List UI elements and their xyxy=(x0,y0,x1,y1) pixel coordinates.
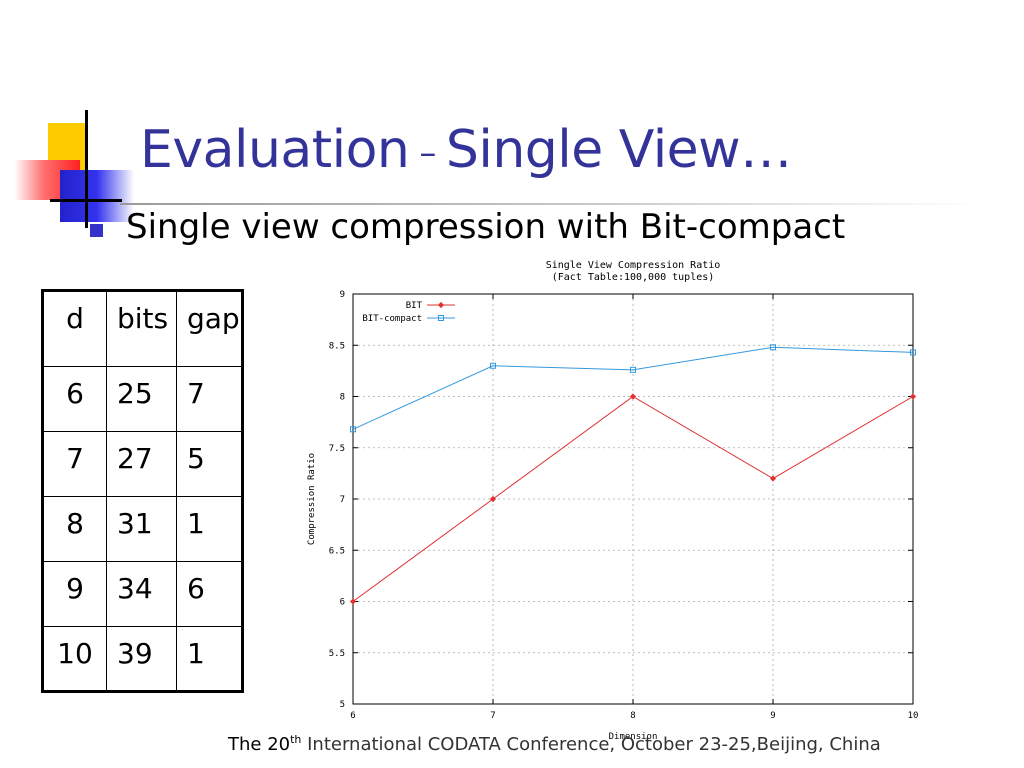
chart-legend: BIT BIT-compact xyxy=(362,301,455,324)
series-line-bit-compact xyxy=(352,346,914,430)
x-axis-label: Dimension xyxy=(609,732,658,742)
y-tick-label: 9 xyxy=(340,290,345,300)
y-tick-label: 8.5 xyxy=(329,341,345,351)
y-tick-label: 7.5 xyxy=(329,444,345,454)
table-row: 10 39 1 xyxy=(42,626,243,692)
table-row: 9 34 6 xyxy=(42,561,243,627)
data-point-bit xyxy=(349,598,357,605)
compression-ratio-chart: Single View Compression Ratio (Fact Tabl… xyxy=(307,260,918,742)
y-axis-label: Compression Ratio xyxy=(307,453,317,545)
table-cell: 34 xyxy=(106,561,177,627)
legend-marker xyxy=(437,301,445,309)
table-cell: 9 xyxy=(42,561,107,627)
data-point-bit-compact xyxy=(770,344,776,351)
table-cell: 5 xyxy=(176,431,243,497)
logo-vertical-line xyxy=(85,110,88,228)
title-main: Evaluation xyxy=(140,120,410,180)
y-tick-labels: 5 5.5 6 6.5 7 7.5 8 8.5 9 xyxy=(329,290,913,710)
table-header-cell: bits xyxy=(106,290,177,367)
table-header-cell: d xyxy=(42,290,107,367)
data-point-bit-compact xyxy=(910,349,916,356)
data-point-bit-compact xyxy=(630,366,636,373)
table-cell: 6 xyxy=(42,366,107,432)
chart-subtitle: (Fact Table:100,000 tuples) xyxy=(552,272,715,283)
table-row: 8 31 1 xyxy=(42,496,243,562)
legend-label: BIT xyxy=(406,301,423,311)
x-tick-label: 7 xyxy=(490,711,495,721)
y-tick-label: 6 xyxy=(340,598,345,608)
table-cell: 7 xyxy=(42,431,107,497)
table-cell: 39 xyxy=(106,626,177,692)
data-point-bit-compact xyxy=(490,362,496,369)
table-cell: 1 xyxy=(176,626,243,692)
table-cell: 27 xyxy=(106,431,177,497)
chart-title: Single View Compression Ratio xyxy=(546,260,721,271)
x-tick-label: 10 xyxy=(908,711,919,721)
table-header-row: d bits gap xyxy=(42,290,243,367)
data-point-bit xyxy=(909,393,917,400)
y-tick-label: 8 xyxy=(340,393,345,403)
title-dash: – xyxy=(419,133,436,173)
footer-text: The 20th International CODATA Conference… xyxy=(228,733,881,755)
y-tick-label: 7 xyxy=(340,495,345,505)
data-point-bit xyxy=(769,475,777,482)
grid-layer xyxy=(353,294,913,704)
bits-table: d bits gap 6 25 7 7 27 5 8 31 1 9 34 6 1… xyxy=(41,289,244,693)
bullet-square-icon xyxy=(90,224,103,237)
x-tick-label: 8 xyxy=(630,711,635,721)
title-rest: Single View… xyxy=(445,120,792,180)
bullet-text: Single view compression with Bit-compact xyxy=(126,207,846,247)
table-header-cell: gap xyxy=(176,290,243,367)
x-tick-labels: 6 7 8 9 10 xyxy=(350,294,918,721)
table-row: 7 27 5 xyxy=(42,431,243,497)
table-cell: 10 xyxy=(42,626,107,692)
table-cell: 7 xyxy=(176,366,243,432)
x-tick-label: 9 xyxy=(770,711,775,721)
logo-horizontal-line xyxy=(50,199,122,202)
footer-superscript: th xyxy=(290,733,302,746)
y-tick-label: 5.5 xyxy=(329,649,345,659)
series-layer xyxy=(349,344,917,605)
table-cell: 25 xyxy=(106,366,177,432)
footer-prefix: The 20 xyxy=(228,734,291,755)
table-cell: 6 xyxy=(176,561,243,627)
legend-marker xyxy=(438,315,444,321)
title-divider xyxy=(120,203,980,205)
table-cell: 8 xyxy=(42,496,107,562)
data-point-bit xyxy=(629,393,637,400)
table-cell: 31 xyxy=(106,496,177,562)
x-tick-label: 6 xyxy=(350,711,355,721)
y-tick-label: 5 xyxy=(340,700,345,710)
data-point-bit-compact xyxy=(350,426,356,433)
table-cell: 1 xyxy=(176,496,243,562)
y-tick-label: 6.5 xyxy=(329,546,345,556)
logo-blue-square xyxy=(60,170,134,222)
data-point-bit xyxy=(489,495,497,503)
page-title: Evaluation – Single View… xyxy=(140,120,792,180)
footer-rest: International CODATA Conference, October… xyxy=(301,734,881,755)
legend-label: BIT-compact xyxy=(362,314,422,324)
table-row: 6 25 7 xyxy=(42,366,243,432)
